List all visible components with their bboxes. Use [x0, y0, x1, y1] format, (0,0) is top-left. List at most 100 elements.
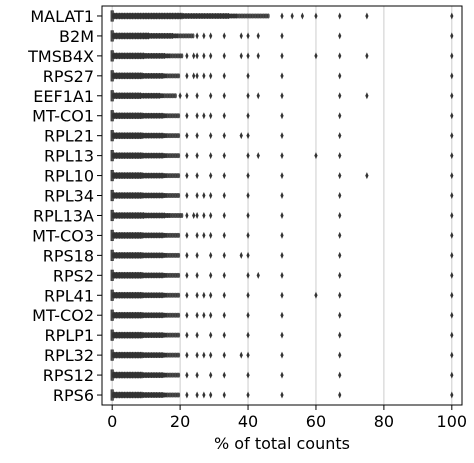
gene-label: RPL10	[44, 167, 94, 186]
outlier-point	[338, 331, 342, 339]
outlier-point	[177, 133, 181, 139]
outlier-point	[222, 331, 226, 339]
outlier-point	[195, 92, 199, 100]
outlier-point	[202, 211, 206, 219]
outlier-point	[209, 192, 213, 200]
outlier-point	[338, 112, 342, 120]
outlier-point	[192, 211, 196, 219]
outlier-point	[246, 251, 250, 259]
outlier-point	[185, 52, 189, 60]
outlier-point	[338, 211, 342, 219]
outlier-point	[185, 92, 189, 100]
outlier-point	[280, 192, 284, 200]
outlier-point	[185, 291, 189, 299]
outlier-point	[338, 32, 342, 40]
outlier-point	[195, 271, 199, 279]
outlier-point	[246, 211, 250, 219]
outlier-point	[209, 52, 213, 60]
outlier-point	[177, 252, 181, 258]
outlier-point	[202, 72, 206, 80]
outlier-point	[338, 192, 342, 200]
gene-label: MALAT1	[30, 7, 94, 26]
outlier-point	[209, 132, 213, 140]
outlier-point	[195, 112, 199, 120]
outlier-point	[177, 272, 181, 278]
outlier-point	[246, 132, 250, 140]
outlier-point	[177, 73, 181, 79]
dense-outliers	[111, 132, 181, 140]
gene-label: RPL13	[44, 147, 94, 166]
outlier-point	[185, 112, 189, 120]
outlier-point	[185, 172, 189, 180]
outlier-point	[222, 371, 226, 379]
outlier-point	[450, 152, 454, 160]
outlier-point	[185, 231, 189, 239]
outlier-point	[246, 291, 250, 299]
gene-label: RPL21	[44, 127, 94, 146]
outlier-point	[202, 351, 206, 359]
gene-row	[110, 90, 454, 102]
outlier-point	[280, 72, 284, 80]
outlier-point	[209, 371, 213, 379]
outlier-point	[314, 12, 318, 20]
outlier-point	[450, 231, 454, 239]
dense-outliers	[111, 291, 181, 299]
outlier-point	[177, 193, 181, 199]
outlier-point	[177, 292, 181, 298]
outlier-point	[174, 93, 177, 99]
outlier-point	[222, 251, 226, 259]
outlier-point	[209, 291, 213, 299]
outlier-point	[195, 311, 199, 319]
outlier-point	[195, 331, 199, 339]
outlier-point	[338, 132, 342, 140]
gene-row	[110, 329, 454, 341]
outlier-point	[222, 211, 226, 219]
outlier-point	[195, 391, 199, 399]
outlier-point	[239, 351, 243, 359]
outlier-point	[256, 152, 260, 160]
outlier-point	[209, 391, 213, 399]
outlier-point	[338, 231, 342, 239]
outlier-point	[338, 152, 342, 160]
outlier-point	[209, 311, 213, 319]
gene-label: RPS12	[43, 366, 94, 385]
outlier-point	[177, 392, 181, 398]
gene-label: RPS2	[53, 266, 94, 285]
outlier-point	[450, 132, 454, 140]
x-tick-label: 100	[437, 412, 468, 431]
outlier-point	[280, 251, 284, 259]
outlier-point	[450, 291, 454, 299]
outlier-point	[222, 271, 226, 279]
outlier-point	[246, 152, 250, 160]
gene-row	[110, 229, 454, 242]
outlier-point	[246, 72, 250, 80]
dense-outliers	[111, 152, 181, 160]
outlier-point	[222, 311, 226, 319]
gene-row	[110, 389, 454, 401]
gene-row	[110, 50, 454, 62]
gene-row	[110, 269, 454, 281]
outlier-point	[209, 211, 213, 219]
outlier-point	[202, 311, 206, 319]
dense-outliers	[111, 212, 184, 219]
outlier-point	[246, 311, 250, 319]
x-axis-title: % of total counts	[214, 434, 350, 453]
outlier-point	[280, 32, 284, 40]
gene-label: RPL32	[44, 346, 94, 365]
outlier-point	[450, 351, 454, 359]
outlier-point	[209, 32, 213, 40]
outlier-point	[450, 251, 454, 259]
outlier-point	[222, 172, 226, 180]
outlier-point	[202, 391, 206, 399]
outlier-point	[246, 192, 250, 200]
outlier-point	[450, 271, 454, 279]
outlier-point	[450, 92, 454, 100]
outlier-point	[185, 391, 189, 399]
outlier-point	[202, 32, 206, 40]
outlier-point	[280, 231, 284, 239]
outlier-point	[338, 92, 342, 100]
outlier-point	[195, 351, 199, 359]
x-tick-label: 20	[170, 412, 190, 431]
outlier-point	[180, 212, 184, 218]
outlier-point	[280, 271, 284, 279]
